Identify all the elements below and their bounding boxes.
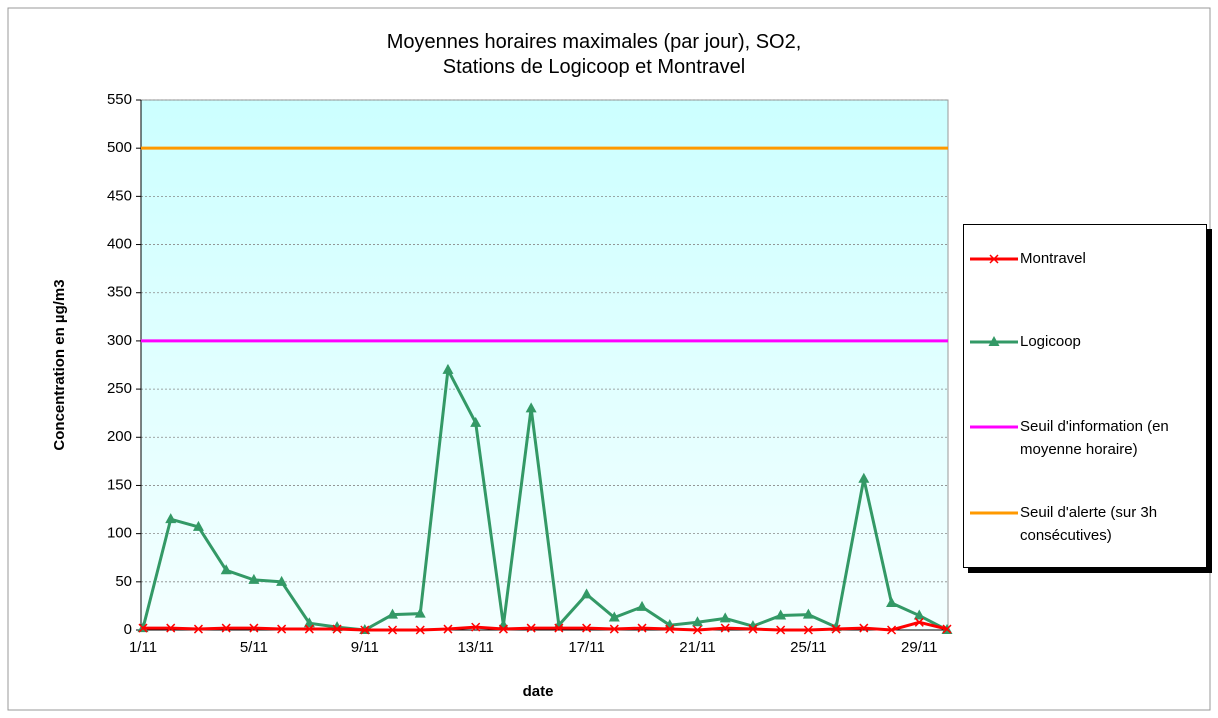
y-tick-label: 200 [107,428,132,445]
marker [887,625,897,635]
legend-label: Seuil d'alerte (sur 3h consécutives) [1020,504,1158,544]
frame [7,7,1211,711]
marker [277,624,287,634]
marker [220,564,232,575]
x-tick-label: 1/11 [129,639,157,656]
marker [525,402,537,413]
x-tick-label: 5/11 [240,639,268,656]
marker [303,617,315,628]
legend-key [970,254,1018,264]
marker [989,254,999,264]
marker [988,336,1000,346]
marker [692,625,703,635]
y-tick-label: 550 [107,91,132,108]
marker [414,607,426,618]
marker [415,625,425,635]
marker [249,623,259,633]
marker [471,622,481,632]
legend: Montravel Logicoop Seuil d'information (en… [963,224,1207,568]
y-tick-label: 0 [124,621,132,638]
marker [942,624,952,634]
marker [775,609,787,620]
y-tick-label: 400 [107,236,132,253]
marker [609,624,619,634]
x-tick-label: 29/11 [901,639,937,656]
y-tick-label: 50 [115,573,132,590]
legend-label: Montravel [1020,250,1086,267]
legend-label: Logicoop [1020,333,1081,350]
marker [526,623,536,633]
x-tick-label: 17/11 [568,639,604,656]
marker [636,600,648,611]
x-tick-label: 9/11 [351,639,379,656]
marker [886,597,898,608]
y-tick-label: 250 [107,380,132,397]
y-tick-label: 100 [107,525,132,542]
legend-key [970,425,1018,429]
marker [914,617,924,627]
marker [665,624,675,634]
marker [637,623,647,633]
marker [470,416,482,427]
marker [498,624,508,634]
series-line [143,620,948,632]
marker [360,625,370,635]
marker [581,588,593,599]
marker [554,623,564,633]
marker [608,611,620,622]
y-tick-label: 350 [107,284,132,301]
marker [276,575,288,586]
marker [443,624,453,634]
marker [248,573,260,584]
chart-title: Moyennes horaires maximales (par jour), … [386,31,802,78]
marker [719,612,731,623]
marker [720,623,730,633]
marker [304,624,314,634]
legend-label: Seuil d'information (en moyenne horaire) [1020,418,1169,458]
plot-area [140,99,949,631]
series-line [141,364,948,632]
marker [138,623,148,633]
marker [221,623,231,633]
marker [831,624,841,634]
marker [332,624,342,634]
x-tick-label: 25/11 [790,639,826,656]
x-tick-label: 13/11 [457,639,493,656]
marker [858,472,870,483]
marker [913,609,925,620]
x-axis-label: date [523,683,554,700]
y-tick-label: 300 [107,332,132,349]
marker [192,520,204,531]
legend-key [970,511,1018,515]
marker [582,623,592,633]
marker [387,608,399,619]
marker [748,624,758,634]
y-axis-label: Concentration en µg/m3 [51,279,68,450]
x-tick-label: 21/11 [679,639,715,656]
y-tick-label: 150 [107,476,132,493]
y-tick-label: 500 [107,139,132,156]
marker [803,625,813,635]
marker [387,625,398,635]
marker [193,624,203,634]
legend-key [970,336,1018,346]
marker [165,513,177,524]
marker [859,623,869,633]
marker [776,625,786,635]
y-tick-label: 450 [107,187,132,204]
marker [691,616,703,627]
marker [166,623,176,633]
marker [442,363,454,374]
marker [802,608,814,619]
